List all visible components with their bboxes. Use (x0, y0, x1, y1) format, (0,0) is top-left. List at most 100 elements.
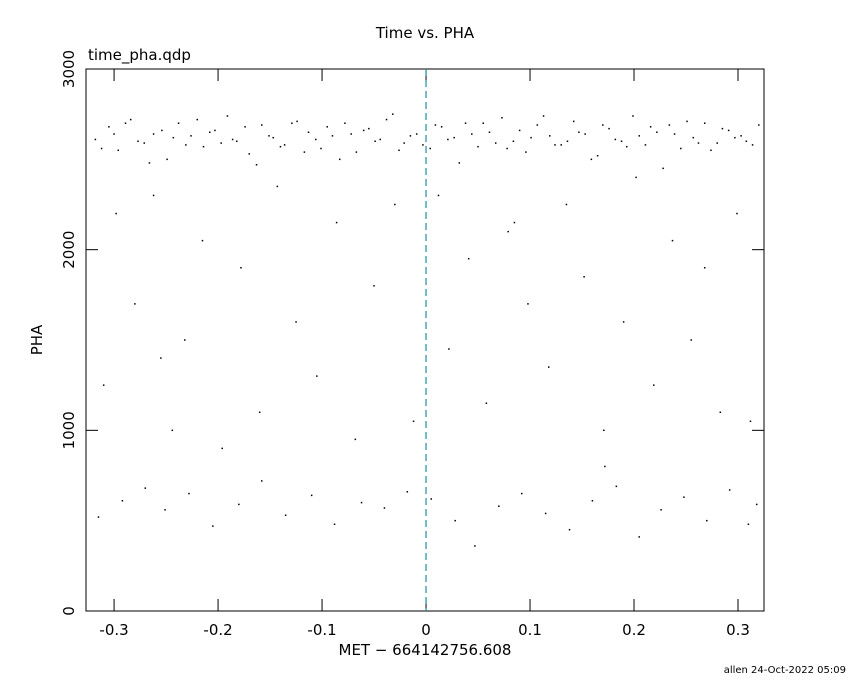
data-point (430, 498, 432, 500)
data-point (608, 127, 610, 130)
data-point (507, 230, 509, 233)
data-point (506, 147, 508, 150)
data-point (172, 136, 175, 139)
data-point (260, 124, 263, 126)
data-point (117, 149, 119, 152)
data-point (602, 124, 604, 126)
data-point (240, 266, 242, 269)
data-point (513, 221, 516, 224)
data-point (471, 133, 473, 135)
data-point (632, 115, 634, 117)
data-point (653, 384, 655, 386)
data-point (660, 509, 662, 511)
data-point (697, 142, 700, 144)
y-tick-label: 3000 (60, 50, 78, 88)
data-point (583, 276, 585, 278)
data-point (554, 144, 556, 146)
data-point (453, 136, 455, 139)
data-point (501, 117, 503, 119)
data-point (485, 402, 488, 404)
data-point (727, 129, 730, 132)
data-point (488, 131, 491, 133)
data-point (258, 411, 261, 414)
y-axis-label: PHA (28, 324, 46, 355)
data-point (115, 212, 117, 215)
data-point (188, 492, 190, 495)
data-point (568, 528, 571, 531)
data-point (368, 127, 370, 130)
data-point (283, 144, 286, 146)
data-point (392, 113, 394, 115)
data-point (344, 122, 346, 124)
data-point (161, 129, 163, 132)
x-tick-label: -0.1 (307, 621, 336, 639)
data-point (94, 138, 97, 141)
data-point (447, 138, 449, 141)
x-tick-label: -0.3 (99, 621, 128, 639)
data-point (362, 129, 365, 132)
data-point (307, 131, 310, 133)
data-point (284, 514, 287, 516)
data-point (448, 348, 450, 350)
data-point (260, 480, 263, 482)
y-tick-label: 0 (60, 606, 78, 616)
y-tick-label: 1000 (60, 411, 78, 449)
data-point (549, 135, 551, 137)
data-point (335, 221, 338, 224)
data-point (668, 124, 671, 126)
data-point (566, 140, 569, 143)
data-point (160, 357, 162, 359)
data-point (415, 133, 418, 135)
data-point (662, 167, 664, 170)
data-point (113, 133, 115, 135)
data-point (454, 519, 456, 522)
data-point (177, 122, 180, 124)
data-point (578, 131, 580, 133)
data-point (758, 124, 760, 126)
data-point (315, 138, 317, 141)
data-point (590, 158, 593, 161)
data-point (102, 384, 105, 386)
data-point (572, 120, 575, 123)
data-point (740, 135, 742, 137)
data-point (100, 147, 103, 150)
data-point (721, 127, 724, 130)
data-point (482, 122, 484, 124)
data-point (379, 138, 382, 141)
data-point (603, 429, 605, 432)
data-point (383, 507, 386, 509)
x-tick-label: -0.2 (203, 621, 232, 639)
data-point (686, 120, 688, 123)
data-point (429, 147, 431, 150)
data-point (683, 496, 685, 498)
data-point (303, 151, 306, 153)
data-point (331, 135, 334, 137)
data-point (434, 124, 437, 126)
data-point (671, 239, 674, 242)
data-point (690, 339, 692, 341)
data-point (355, 151, 358, 153)
x-tick-label: 0 (421, 621, 431, 639)
data-point (148, 162, 151, 164)
data-point (635, 176, 637, 179)
data-point (276, 185, 279, 188)
data-point (542, 115, 545, 117)
data-point (385, 118, 388, 121)
data-point (166, 158, 168, 161)
data-point (129, 118, 132, 121)
data-point (498, 505, 500, 507)
data-point (374, 140, 376, 143)
data-point (614, 138, 617, 141)
x-tick-label: 0.2 (622, 621, 646, 639)
data-point (547, 366, 550, 368)
data-point (703, 266, 706, 269)
data-point (680, 147, 682, 150)
data-point (644, 144, 647, 146)
data-point (747, 523, 750, 526)
data-point (310, 494, 313, 497)
data-point (527, 303, 529, 305)
x-tick-label: 0.1 (518, 621, 542, 639)
data-point (520, 492, 523, 495)
data-point (291, 122, 293, 124)
